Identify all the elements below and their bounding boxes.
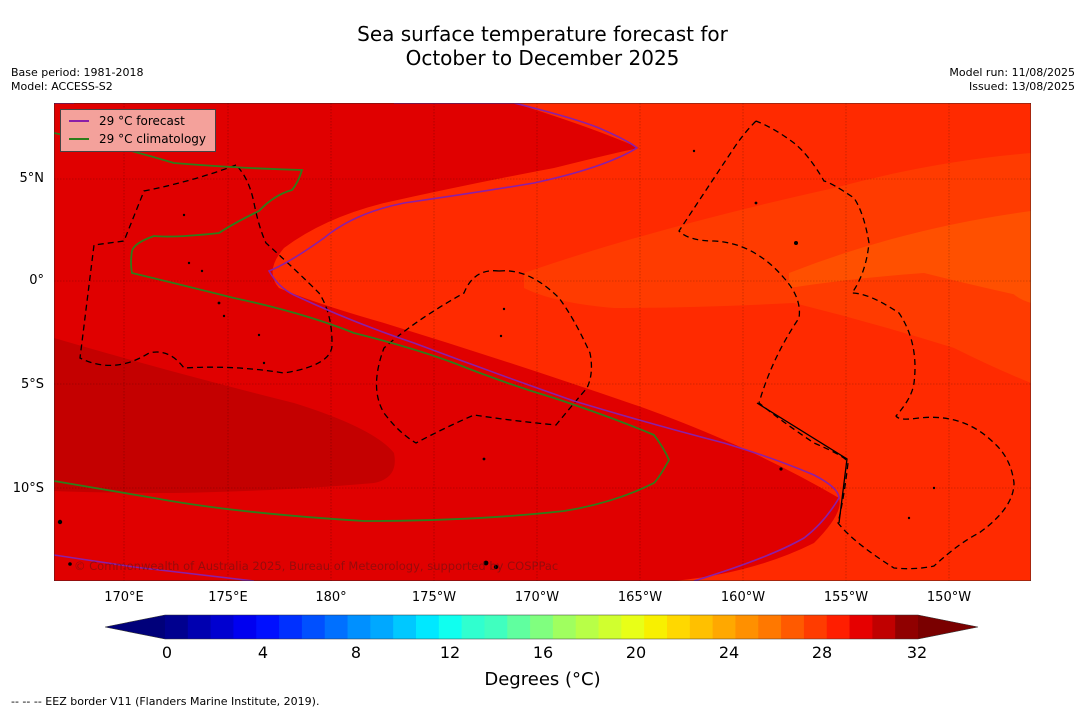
colorbar-swatch bbox=[370, 615, 394, 639]
colorbar-swatch bbox=[826, 615, 851, 639]
colorbar-swatch bbox=[165, 615, 189, 639]
colorbar-swatch bbox=[530, 615, 554, 639]
colorbar-swatch bbox=[461, 615, 485, 639]
colorbar-swatch bbox=[393, 615, 417, 639]
chart-title: Sea surface temperature forecast for Oct… bbox=[0, 22, 1085, 70]
colorbar-tick-32: 32 bbox=[906, 643, 928, 662]
lat-label-5s: 5°S bbox=[20, 377, 44, 392]
colorbar bbox=[105, 614, 979, 640]
legend-label-forecast: 29 °C forecast bbox=[99, 114, 185, 128]
colorbar-swatch bbox=[895, 615, 919, 639]
colorbar-swatch bbox=[758, 615, 782, 639]
colorbar-tick-16: 16 bbox=[532, 643, 554, 662]
lon-label-165w: 165°W bbox=[617, 590, 663, 605]
lon-label-170w: 170°W bbox=[514, 590, 560, 605]
forecast-29c-contour bbox=[54, 103, 840, 581]
colorbar-swatch bbox=[735, 615, 759, 639]
title-line-2: October to December 2025 bbox=[405, 46, 680, 70]
lat-label-5n: 5°N bbox=[19, 171, 45, 186]
eez-boundary-west bbox=[79, 164, 333, 374]
legend-swatch-forecast bbox=[69, 120, 89, 122]
colorbar-swatch bbox=[667, 615, 691, 639]
lon-label-175e: 175°E bbox=[208, 590, 248, 605]
colorbar-swatch bbox=[484, 615, 508, 639]
colorbar-swatch bbox=[849, 615, 873, 639]
colorbar-swatch bbox=[187, 615, 212, 639]
colorbar-swatch bbox=[644, 615, 668, 639]
legend-swatch-climatology bbox=[69, 138, 89, 140]
colorbar-swatch bbox=[712, 615, 736, 639]
colorbar-swatch bbox=[621, 615, 645, 639]
eez-footnote: -- -- -- EEZ border V11 (Flanders Marine… bbox=[11, 695, 320, 708]
colorbar-swatch bbox=[438, 615, 463, 639]
colorbar-swatch bbox=[872, 615, 896, 639]
sst-map bbox=[54, 103, 1031, 581]
island-specks bbox=[57, 149, 936, 570]
lat-label-0: 0° bbox=[29, 273, 44, 288]
colorbar-tick-28: 28 bbox=[811, 643, 833, 662]
colorbar-swatch bbox=[233, 615, 257, 639]
title-line-1: Sea surface temperature forecast for bbox=[357, 22, 728, 46]
eez-solid-segment bbox=[756, 402, 848, 524]
colorbar-over-arrow bbox=[918, 615, 978, 639]
climatology-29c-contour bbox=[54, 132, 670, 522]
model-run: Model run: 11/08/2025 bbox=[949, 66, 1075, 79]
base-period: Base period: 1981-2018 bbox=[11, 66, 144, 79]
meta-left: Base period: 1981-2018 Model: ACCESS-S2 bbox=[11, 66, 143, 94]
lon-label-170e: 170°E bbox=[104, 590, 144, 605]
sst-region-above-30 bbox=[54, 338, 395, 493]
colorbar-tick-24: 24 bbox=[718, 643, 740, 662]
model-name: Model: ACCESS-S2 bbox=[11, 80, 113, 93]
colorbar-swatch bbox=[347, 615, 371, 639]
sst-region-27-28 bbox=[524, 153, 1031, 383]
colorbar-label: Degrees (°C) bbox=[484, 669, 601, 690]
colorbar-swatch bbox=[324, 615, 349, 639]
colorbar-under-arrow bbox=[105, 615, 165, 639]
colorbar-tick-0: 0 bbox=[161, 643, 173, 662]
colorbar-swatch bbox=[803, 615, 828, 639]
eez-boundary-east bbox=[678, 120, 1015, 570]
meta-right: Model run: 11/08/2025 Issued: 13/08/2025 bbox=[949, 66, 1075, 94]
lon-label-150w: 150°W bbox=[926, 590, 972, 605]
eez-boundary-central bbox=[375, 270, 593, 444]
legend-item-forecast: 29 °C forecast bbox=[69, 113, 185, 129]
colorbar-swatch bbox=[210, 615, 234, 639]
colorbar-swatch bbox=[552, 615, 577, 639]
copyright-notice: © Commonwealth of Australia 2025, Bureau… bbox=[74, 559, 559, 573]
colorbar-swatch bbox=[575, 615, 600, 639]
sst-region-26-27 bbox=[789, 211, 1031, 303]
colorbar-outline bbox=[105, 614, 979, 640]
map-legend: 29 °C forecast 29 °C climatology bbox=[60, 109, 216, 152]
map-grid bbox=[54, 103, 1031, 581]
colorbar-tick-20: 20 bbox=[625, 643, 647, 662]
legend-label-climatology: 29 °C climatology bbox=[99, 132, 207, 146]
colorbar-tick-4: 4 bbox=[257, 643, 269, 662]
colorbar-swatch bbox=[781, 615, 805, 639]
colorbar-swatch bbox=[689, 615, 714, 639]
lat-label-10s: 10°S bbox=[12, 481, 44, 496]
colorbar-tick-12: 12 bbox=[439, 643, 461, 662]
legend-item-climatology: 29 °C climatology bbox=[69, 131, 206, 147]
colorbar-tick-8: 8 bbox=[350, 643, 362, 662]
eez-borders bbox=[79, 120, 1015, 570]
colorbar-swatch bbox=[301, 615, 326, 639]
colorbar-swatch bbox=[256, 615, 280, 639]
lon-label-175w: 175°W bbox=[411, 590, 457, 605]
lon-label-155w: 155°W bbox=[823, 590, 869, 605]
lon-label-160w: 160°W bbox=[720, 590, 766, 605]
colorbar-swatch bbox=[279, 615, 303, 639]
colorbar-swatch bbox=[598, 615, 622, 639]
issued-date: Issued: 13/08/2025 bbox=[968, 80, 1075, 93]
colorbar-swatch bbox=[416, 615, 440, 639]
lon-label-180: 180° bbox=[315, 590, 347, 605]
colorbar-swatch bbox=[507, 615, 531, 639]
